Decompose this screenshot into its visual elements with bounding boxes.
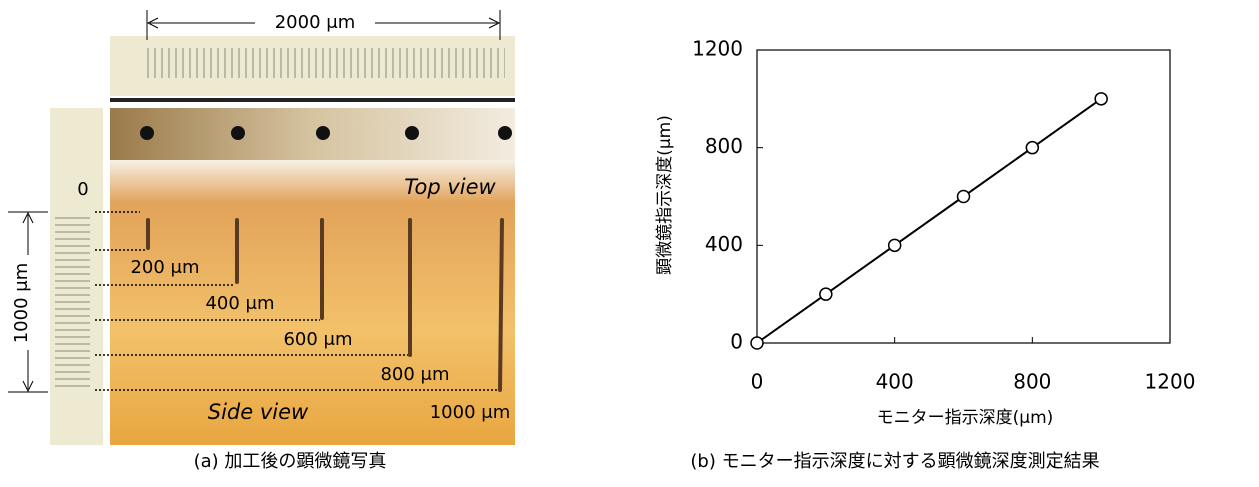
y-tick-label: 800: [705, 134, 743, 158]
depth-label: 0: [77, 179, 88, 200]
data-point: [958, 191, 970, 203]
data-point: [1095, 93, 1107, 105]
caption: (a) 加工後の顕微鏡写真: [194, 451, 387, 472]
y-axis-label: 顕微鏡指示深度(μm): [655, 115, 675, 275]
data-point: [1026, 142, 1038, 154]
caption: (b) モニター指示深度に対する顕微鏡深度測定結果: [690, 451, 1099, 472]
y-tick-label: 1200: [692, 37, 743, 61]
data-point: [751, 337, 763, 349]
x-tick-label: 1200: [1145, 370, 1196, 394]
x-tick-label: 800: [1013, 370, 1051, 394]
depth-label: 600 μm: [283, 329, 352, 350]
view-label: Side view: [208, 400, 309, 424]
x-tick-label: 0: [751, 370, 764, 394]
scale-label: 1000 μm: [11, 263, 32, 344]
depth-label: 800 μm: [380, 364, 449, 385]
scale-label: 2000 μm: [275, 12, 356, 33]
figure: 2000 μm 1000 μm 0 200 μm 400 μm 600 μm 8…: [0, 0, 1259, 483]
y-tick-label: 400: [705, 232, 743, 256]
photo: 2000 μm 1000 μm 0 200 μm 400 μm 600 μm 8…: [8, 10, 515, 472]
depth-label: 200 μm: [130, 257, 199, 278]
data-point: [889, 239, 901, 251]
data-line: [757, 99, 1101, 343]
depth-label: 1000 μm: [430, 402, 511, 423]
data-point: [820, 288, 832, 300]
y-tick-label: 0: [730, 330, 743, 354]
view-label: Top view: [404, 175, 496, 199]
depth-label: 400 μm: [205, 293, 274, 314]
x-tick-label: 400: [876, 370, 914, 394]
x-axis-label: モニター指示深度(μm): [877, 408, 1054, 428]
